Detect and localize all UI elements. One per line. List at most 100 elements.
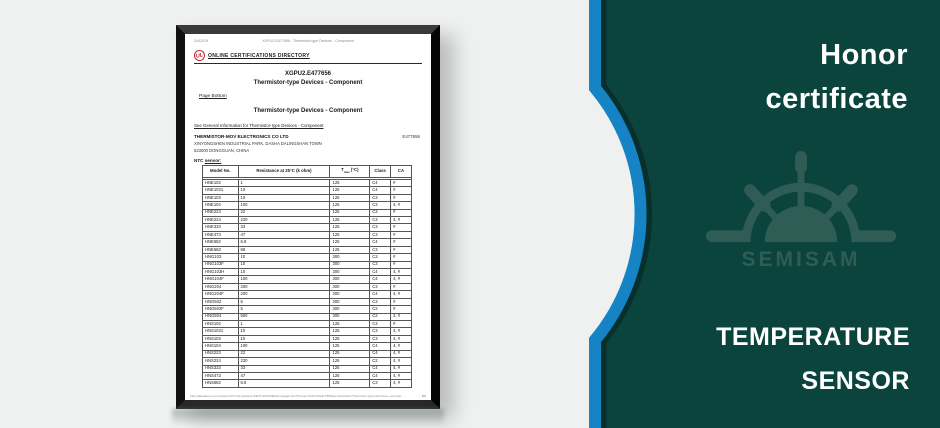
table-cell: 6.8 [237,379,331,388]
table-row: HNG502 5 300 C3 # [202,297,412,307]
table-cell: C3 [369,208,392,218]
table-cell: 125 [329,230,371,240]
table-cell: HNG103 [202,253,239,262]
honor-title: Honor certificate [765,34,908,121]
table-cell: 6.8 [237,238,331,247]
table-cell: 100 [237,201,331,210]
col-ca: CA [390,164,412,179]
table-cell: HNS102 [202,319,239,329]
table-row: HNE683 68 125 C3 # [202,245,412,255]
table-row: HNG502F 5 300 C2 # [202,305,412,314]
table-cell: C4 [369,342,392,351]
table-cell: 4, # [390,327,412,336]
table-cell: C4 [369,186,392,195]
table-row: HNS104 100 125 C4 4, # [202,342,412,351]
table-cell: 300 [329,282,371,292]
table-cell: HNS1031 [202,327,239,336]
table-cell: 300 [329,253,371,262]
table-row: HNS682 6.8 125 C3 4, # [202,379,412,388]
spec-table: Model No. Resistance at 25°C (k ohm) Tma… [202,164,412,388]
ul-logo: UL [192,48,207,63]
table-cell: # [390,208,412,218]
table-cell: HNG504 [202,312,239,321]
table-row: HNE103 10 125 C3 # [202,193,412,203]
table-cell: # [390,260,412,270]
print-header: 2/4/2019 XGPU2.E477656 - Thermistor-type… [194,39,422,43]
table-row: HNS103 10 125 C3 4, # [202,334,412,344]
table-row: HNS223 22 125 C4 4, # [202,349,412,359]
table-cell: 2, # [390,312,412,321]
table-cell: 4, # [390,290,412,299]
table-cell: 4, # [390,357,412,366]
table-cell: HNE224 [202,216,239,225]
certificate-heading: XGPU2.E477656 Thermistor-type Devices - … [194,70,422,87]
table-cell: C3 [369,327,392,336]
table-cell: HNE223 [202,208,239,218]
file-number: E477656 [402,134,420,140]
table-cell: C4 [369,364,392,373]
col-tmax: Tmax (°C) [329,164,371,179]
table-cell: HNG103F [202,260,239,270]
table-row: HNG204F 200 300 C4 4, # [202,290,412,299]
table-row: HNS333 33 125 C4 4, # [202,364,412,373]
directory-header: UL ONLINE CERTIFICATIONS DIRECTORY [192,48,422,64]
table-cell: 125 [329,178,371,188]
table-cell: # [390,319,412,329]
table-cell: 300 [329,290,371,299]
table-cell: HNG104F [202,275,239,284]
table-cell: 4, # [390,275,412,284]
table-cell: 300 [329,312,371,321]
table-cell: 125 [329,357,371,366]
table-row: HNE224 220 125 C3 4, # [202,216,412,225]
table-cell: 33 [237,223,331,232]
document-footer: http://database.ul.com/cgi-bin/XYV/templ… [190,394,426,398]
general-info-link[interactable]: See General Information for Thermistor-t… [194,123,324,129]
table-cell: HNS682 [202,379,239,388]
table-cell: 5 [237,305,331,314]
table-cell: HNG204F [202,290,239,299]
table-cell: 300 [329,275,371,284]
table-cell: 4, # [390,371,412,381]
honor-line1: Honor [820,39,908,71]
table-row: HNE473 47 125 C3 # [202,230,412,240]
table-cell: 10 [237,334,331,344]
table-cell: 4, # [390,267,412,277]
col-resistance: Resistance at 25°C (k ohm) [237,164,331,179]
table-cell: C3 [369,253,392,262]
company-name: THERMISTOR-MOV ELECTRONICS CO LTD [194,134,289,140]
table-cell: HNS104 [202,342,239,351]
table-cell: C2 [369,305,392,314]
table-row: HNG103H 10 300 C4 4, # [202,267,412,277]
table-cell: 220 [237,357,331,366]
table-cell: # [390,253,412,262]
table-cell: C3 [369,319,392,329]
table-row: HNG204 200 300 C3 # [202,282,412,292]
table-cell: C3 [369,216,392,225]
table-cell: 22 [237,208,331,218]
table-cell: 47 [237,371,331,381]
table-cell: C2 [369,357,392,366]
page-bottom-link[interactable]: Page Bottom [199,94,227,100]
table-cell: 300 [329,297,371,307]
table-cell: 220 [237,216,331,225]
table-cell: 125 [329,342,371,351]
table-cell: # [390,238,412,247]
watermark-text: SEMISAM [741,248,861,271]
tablet-frame: 2/4/2019 XGPU2.E477656 - Thermistor-type… [176,25,440,409]
table-cell: 5 [237,297,331,307]
table-cell: HNS223 [202,349,239,359]
table-cell: 125 [329,223,371,232]
table-cell: 125 [329,245,371,255]
table-cell: 4, # [390,201,412,210]
table-cell: C3 [369,379,392,388]
table-cell: 10 [237,327,331,336]
table-row: HNG104F 100 300 C4 4, # [202,275,412,284]
table-cell: C3 [369,230,392,240]
table-cell: C2 [369,312,392,321]
sensor-link[interactable]: sensor: [204,157,222,163]
ship-wheel-icon [705,150,897,243]
table-cell: HNE473 [202,230,239,240]
table-cell: C3 [369,297,392,307]
table-cell: 125 [329,201,371,210]
